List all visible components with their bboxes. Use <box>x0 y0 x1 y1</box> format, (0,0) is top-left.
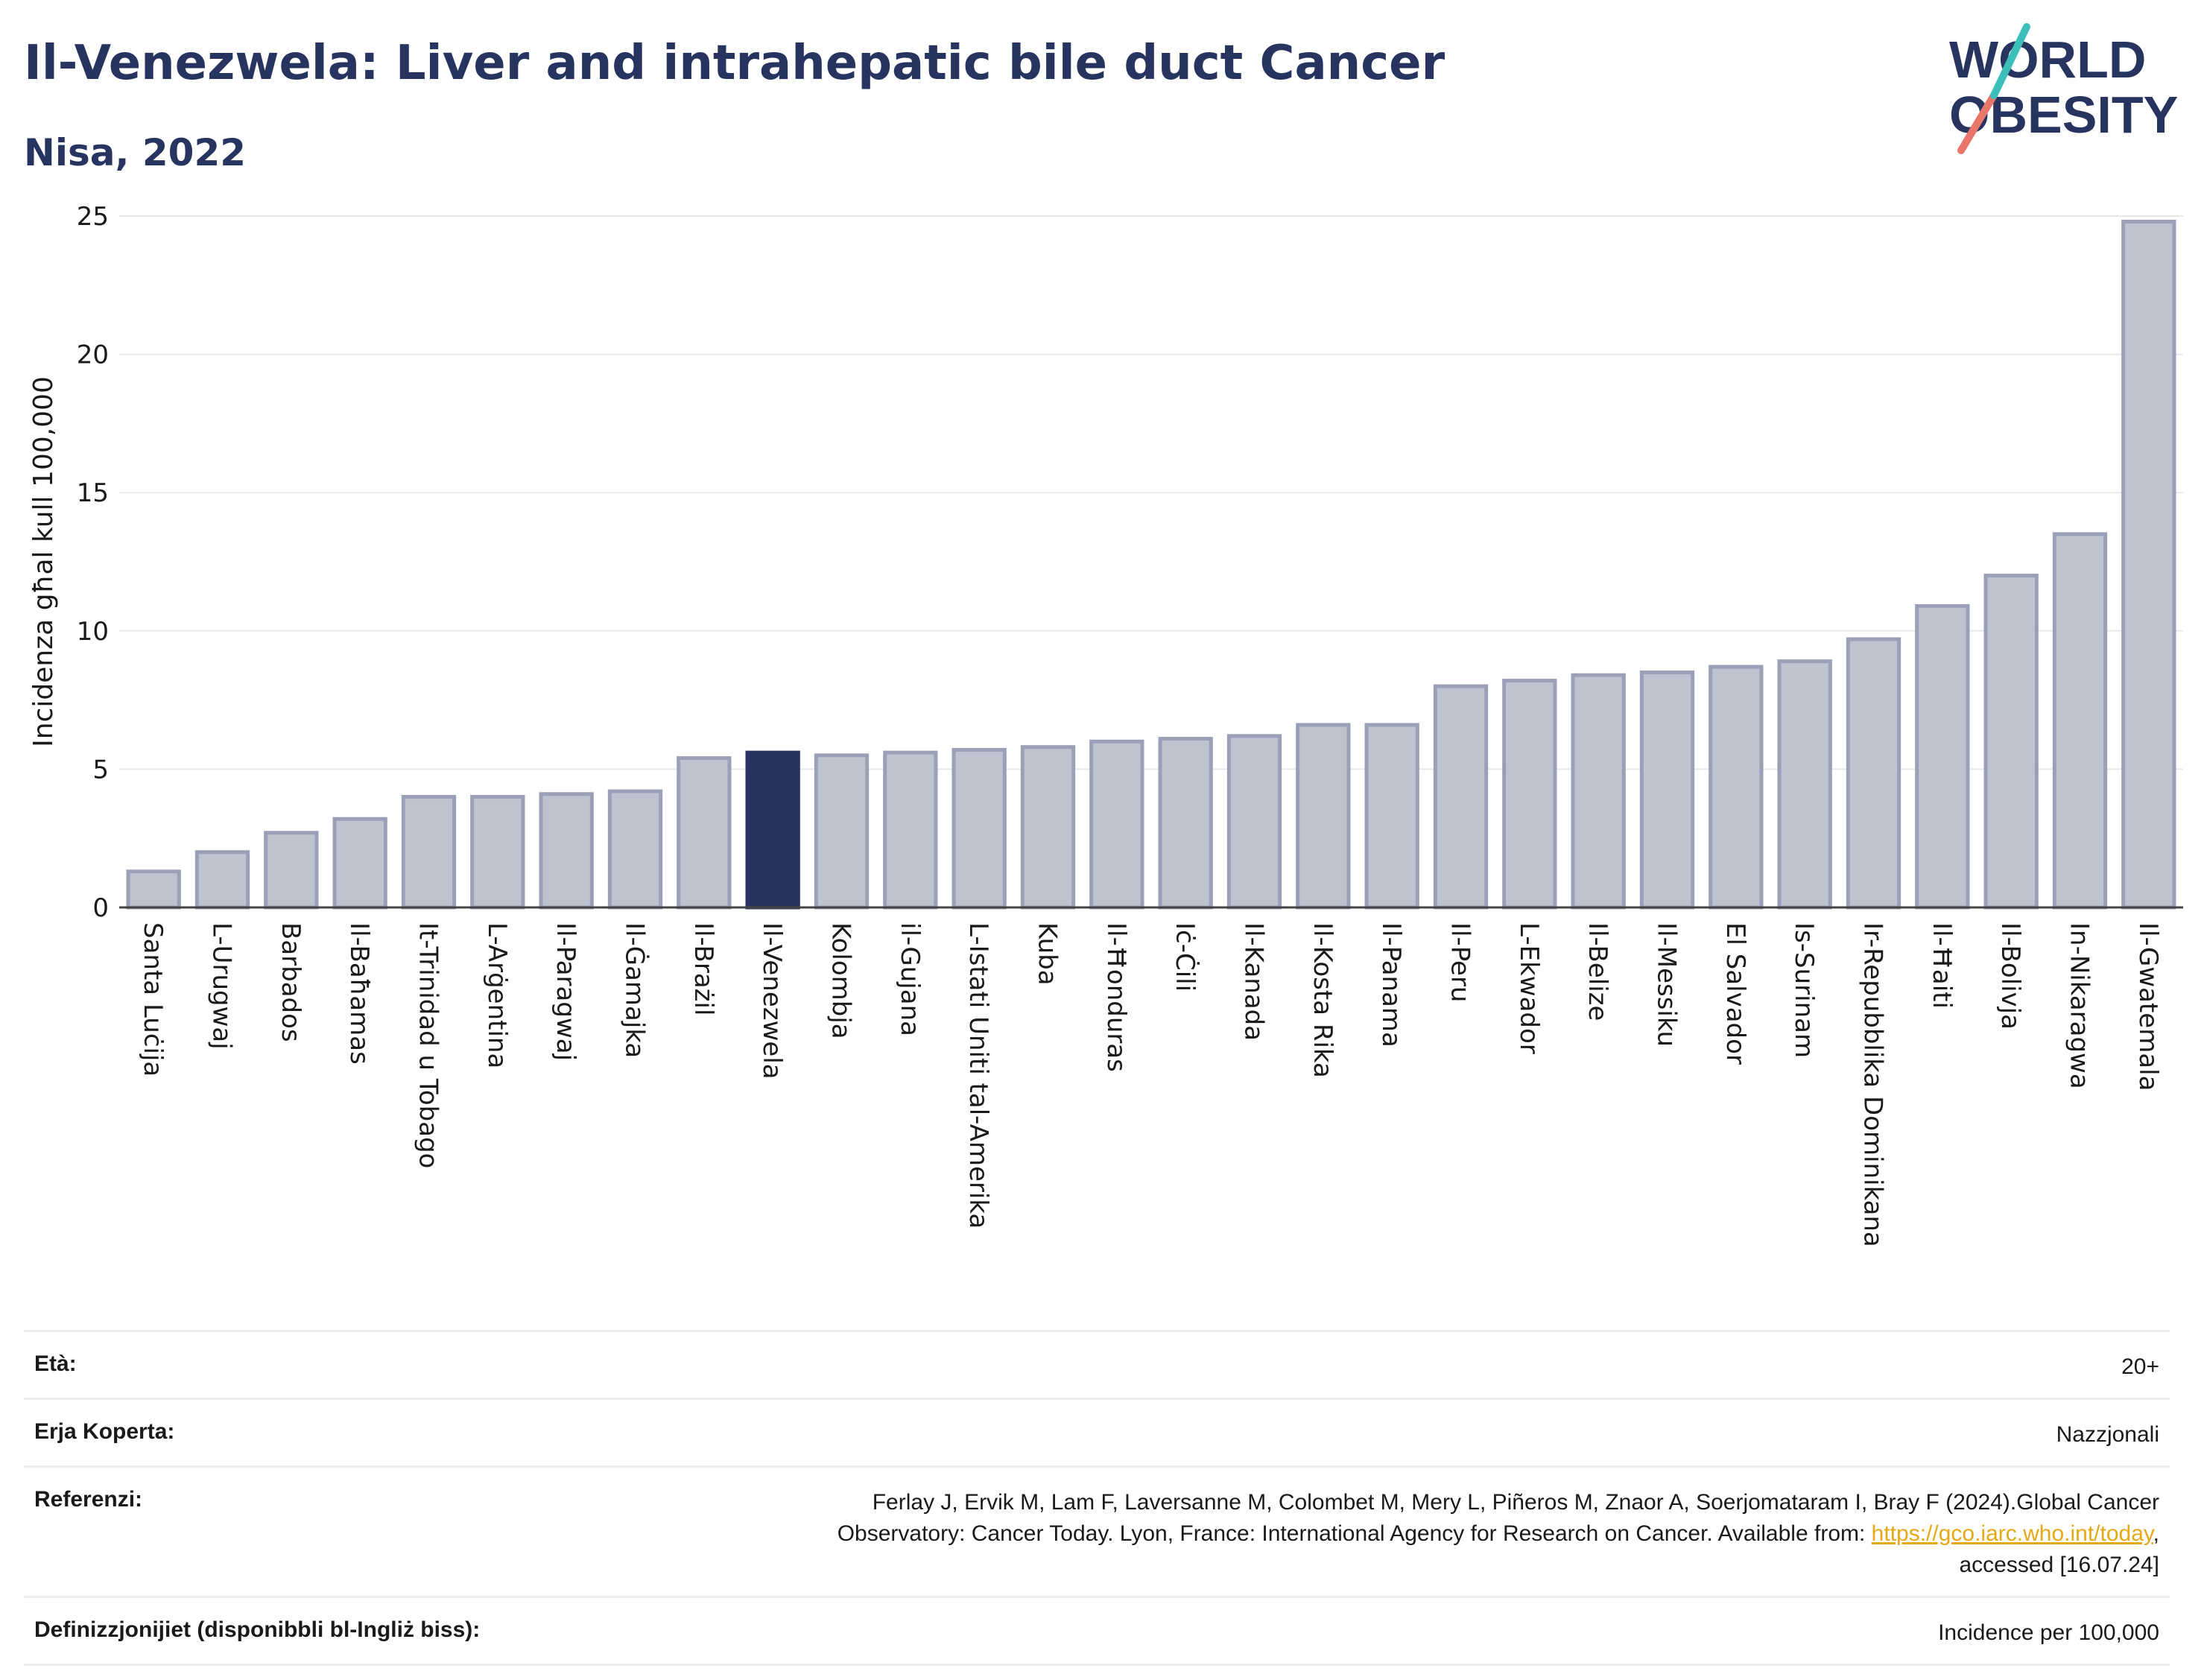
bar <box>814 753 870 910</box>
bar <box>1777 659 1832 910</box>
reference-link[interactable]: https://gco.iarc.who.int/today <box>1871 1521 2153 1546</box>
world-obesity-logo: WORLD OBESITY <box>1949 23 2178 154</box>
bar <box>1020 745 1076 910</box>
info-row-area: Erja Koperta: Nazzjonali <box>24 1398 2170 1465</box>
bar <box>1158 737 1213 910</box>
references-value: Ferlay J, Ervik M, Lam F, Laversanne M, … <box>837 1487 2159 1581</box>
x-tick-label: il-Gujana <box>895 922 925 1036</box>
bar <box>607 789 663 910</box>
info-row-references: Referenzi: Ferlay J, Ervik M, Lam F, Lav… <box>24 1465 2170 1596</box>
area-value: Nazzjonali <box>2056 1422 2159 1447</box>
bar <box>332 817 387 910</box>
bar <box>677 756 732 910</box>
bar <box>1983 574 2039 910</box>
x-tick-label: Il-Messiku <box>1652 922 1682 1047</box>
y-tick-label: 5 <box>92 755 109 784</box>
x-tick-label: Il-Gwatemala <box>2133 922 2163 1091</box>
logo-text-line2: OBESITY <box>1949 86 2178 144</box>
x-tick-label: In-Nikaragwa <box>2065 922 2094 1089</box>
bar <box>539 792 594 910</box>
x-tick-label: L-Istati Uniti tal-Amerika <box>963 922 993 1229</box>
bar <box>1089 739 1144 910</box>
x-tick-label: Il-Ħonduras <box>1101 922 1131 1072</box>
x-tick-label: Il-Venezwela <box>757 922 787 1080</box>
x-tick-label: It-Trinidad u Tobago <box>414 922 443 1168</box>
x-tick-label: Il-Paragwaj <box>551 922 580 1061</box>
bar <box>1571 673 1626 910</box>
age-value: 20+ <box>2121 1354 2159 1379</box>
bar <box>1709 665 1764 910</box>
x-tick-label: Il-Kosta Rika <box>1308 922 1337 1078</box>
y-tick-label: 20 <box>77 340 109 370</box>
bar <box>1502 679 1557 910</box>
bar <box>1364 723 1419 910</box>
bar <box>264 831 319 910</box>
x-tick-label: Iċ-Ċili <box>1170 922 1200 992</box>
y-tick-label: 15 <box>77 478 109 508</box>
x-tick-label: Ir-Repubblika Dominikana <box>1858 922 1888 1247</box>
bar <box>401 795 457 910</box>
info-row-definitions: Definizzjonijiet (disponibbli bl-Ingliż … <box>24 1596 2170 1666</box>
reference-line-2: Observatory: Cancer Today. Lyon, France:… <box>837 1521 1872 1546</box>
x-tick-label: Il-Bolivja <box>1995 922 2025 1030</box>
x-tick-label: Santa Luċija <box>138 922 168 1077</box>
definitions-label: Definizzjonijiet (disponibbli bl-Ingliż … <box>34 1617 481 1642</box>
bar <box>2052 532 2108 910</box>
x-tick-label: Il-Ħaiti <box>1927 922 1957 1009</box>
reference-line-1: Ferlay J, Ervik M, Lam F, Laversanne M, … <box>872 1490 2159 1515</box>
y-tick-label: 25 <box>77 202 109 232</box>
bar <box>1639 670 1695 910</box>
x-tick-label: L-Urugwaj <box>207 922 237 1050</box>
reference-line-3: accessed [16.07.24] <box>1959 1553 2159 1577</box>
chart-subtitle: Nisa, 2022 <box>24 131 247 174</box>
bar <box>126 869 181 910</box>
chart-title: Il-Venezwela: Liver and intrahepatic bil… <box>24 36 1445 91</box>
x-tick-label: L-Ekwador <box>1514 922 1544 1054</box>
x-tick-label: Il-Ġamajka <box>620 922 650 1058</box>
x-tick-label: Is-Surinam <box>1789 922 1819 1058</box>
info-row-age: Età: 20+ <box>24 1330 2170 1398</box>
x-tick-label: Kuba <box>1033 922 1063 986</box>
area-label: Erja Koperta: <box>34 1419 175 1444</box>
x-tick-label: Il-Panama <box>1376 922 1406 1047</box>
bar <box>951 747 1007 910</box>
x-tick-label: Il-Brażil <box>688 922 718 1015</box>
bar <box>470 795 525 910</box>
x-tick-label: Il-Belize <box>1583 922 1612 1021</box>
bar-highlighted <box>745 750 800 910</box>
x-tick-label: Il-Peru <box>1445 922 1475 1002</box>
definitions-value: Incidence per 100,000 <box>1938 1620 2159 1645</box>
bar <box>1846 637 1901 910</box>
references-label: Referenzi: <box>34 1487 143 1512</box>
y-tick-label: 0 <box>92 893 109 923</box>
bar <box>1433 684 1489 910</box>
bar-chart: 0 5 10 15 20 25 Incidenza għal kull 100,000 San… <box>28 202 2183 1247</box>
bar <box>1296 723 1351 910</box>
y-axis-label: Incidenza għal kull 100,000 <box>28 376 59 747</box>
info-table: Età: 20+ Erja Koperta: Nazzjonali Refere… <box>24 1330 2170 1666</box>
y-tick-label: 10 <box>77 617 109 647</box>
x-tick-label: L-Arġentina <box>482 922 512 1068</box>
bar <box>1226 734 1282 910</box>
x-tick-label: Barbados <box>276 922 305 1042</box>
bar <box>2121 219 2176 910</box>
x-tick-label: Kolombja <box>826 922 856 1039</box>
x-tick-label: El Salvador <box>1720 922 1750 1065</box>
x-tick-label: Il-Kanada <box>1239 922 1269 1041</box>
logo-text-line1: WORLD <box>1949 31 2146 89</box>
reference-line-2-end: , <box>2153 1521 2159 1546</box>
x-tick-label: Il-Baħamas <box>344 922 374 1065</box>
bar <box>1915 603 1970 910</box>
bar <box>883 750 938 910</box>
bar <box>194 850 250 910</box>
age-label: Età: <box>34 1351 77 1376</box>
